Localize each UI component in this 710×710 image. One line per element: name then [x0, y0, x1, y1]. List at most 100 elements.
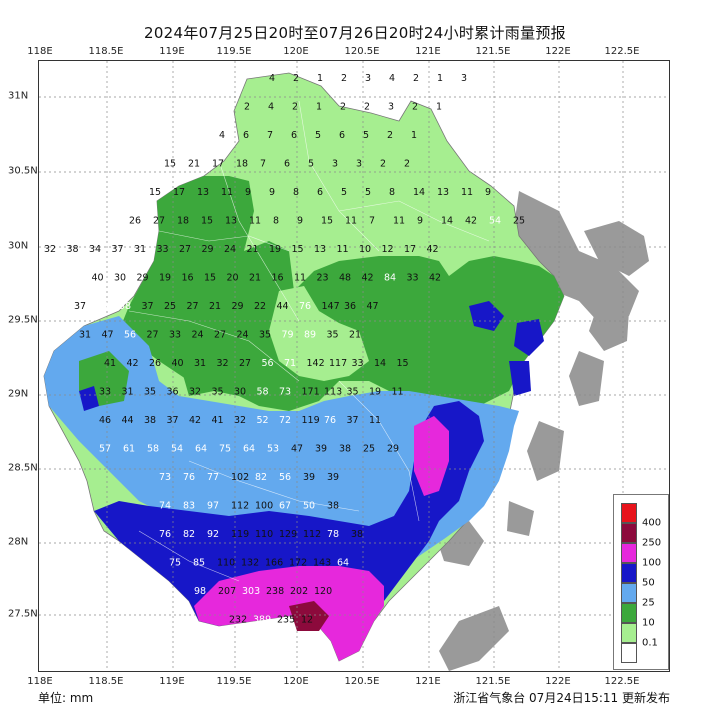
station-value: 1 — [436, 102, 442, 113]
station-value: 76 — [324, 415, 336, 426]
lon-label-bottom: 119.5E — [216, 676, 252, 687]
station-value: 71 — [284, 358, 296, 369]
lat-label-left: 27.5N — [8, 608, 38, 620]
station-value: 12 — [301, 615, 313, 626]
station-value: 32 — [234, 415, 246, 426]
station-value: 54 — [171, 444, 183, 455]
station-value: 64 — [195, 444, 207, 455]
station-value: 58 — [257, 387, 269, 398]
legend-label: 250 — [642, 537, 662, 549]
legend-label: 0.1 — [642, 637, 658, 649]
lon-label-bottom: 118E — [27, 676, 53, 687]
station-value: 31 — [194, 358, 206, 369]
station-value: 27 — [147, 330, 159, 341]
lon-label-top: 121.5E — [475, 46, 511, 57]
station-value: 33 — [169, 330, 181, 341]
station-values: 4 2 1 2 3 4 2 1 32 4 2 1 2 2 3 2 14 6 7 6 5 6 5 2 115 21 17 18 7 6 5 3 3… — [44, 73, 525, 626]
station-value: 171 — [302, 387, 320, 398]
station-value: 11 — [392, 387, 404, 398]
lon-label-bottom: 118.5E — [88, 676, 124, 687]
station-value: 20 — [227, 273, 239, 284]
station-value: 39 — [327, 472, 339, 483]
station-value: 29 — [137, 273, 149, 284]
station-value: 1 — [411, 130, 417, 141]
station-value: 31 — [122, 387, 134, 398]
station-value: 70 — [69, 273, 81, 284]
station-value: 38 — [351, 529, 363, 540]
station-value: 32 — [189, 387, 201, 398]
station-value: 6 — [317, 187, 323, 198]
legend-label: 100 — [642, 557, 662, 569]
station-value: 47 — [367, 301, 379, 312]
station-value: 132 — [241, 558, 259, 569]
lat-label-left: 28.5N — [8, 462, 38, 474]
station-value: 54 — [489, 216, 501, 227]
station-value: 9 — [417, 216, 423, 227]
station-value: 2 — [244, 102, 250, 113]
station-value: 102 — [231, 472, 249, 483]
legend-label: 25 — [642, 597, 655, 609]
station-value: 3 — [365, 73, 371, 84]
station-value: 46 — [99, 415, 111, 426]
station-value: 38 — [144, 415, 156, 426]
station-value: 56 — [124, 330, 136, 341]
station-value: 112 — [231, 501, 249, 512]
station-value: 18 — [177, 216, 189, 227]
station-value: 16 — [182, 273, 194, 284]
station-value: 5 — [308, 159, 314, 170]
lat-label-left: 30N — [8, 240, 29, 252]
station-value: 16 — [272, 273, 284, 284]
station-value: 3 — [332, 159, 338, 170]
station-value: 202 — [290, 586, 308, 597]
station-value: 41 — [104, 358, 116, 369]
station-value: 24 — [237, 330, 249, 341]
station-value: 56 — [279, 472, 291, 483]
rainfall-map[interactable]: 4 2 1 2 3 4 2 1 3 2 4 2 1 2 2 3 2 1 4 6 7 6 5 6 5 2 1 15 21 17 18 7 6 5 3 3… — [38, 60, 670, 672]
station-value: 52 — [257, 415, 269, 426]
lon-label-top: 118E — [27, 46, 53, 57]
station-value: 82 — [255, 472, 267, 483]
station-value: 40 — [172, 358, 184, 369]
station-value: 33 — [99, 387, 111, 398]
station-value: 35 — [212, 387, 224, 398]
station-value: 75 — [219, 444, 231, 455]
station-value: 7 — [369, 216, 375, 227]
station-value: 29 — [232, 301, 244, 312]
station-value: 42 — [189, 415, 201, 426]
station-value: 42 — [427, 244, 439, 255]
issuer-label: 浙江省气象台 07月24日15:11 更新发布 — [453, 691, 670, 705]
legend-label: 50 — [642, 577, 655, 589]
lon-label-top: 122.5E — [604, 46, 640, 57]
station-value: 2 — [413, 73, 419, 84]
station-value: 120 — [314, 586, 332, 597]
lon-label-bottom: 122.5E — [604, 676, 640, 687]
station-value: 83 — [183, 501, 195, 512]
station-value: 44 — [277, 301, 289, 312]
rain-areas — [43, 72, 565, 662]
station-value: 37 — [167, 415, 179, 426]
station-value: 42 — [465, 216, 477, 227]
station-value: 40 — [92, 273, 104, 284]
station-value: 117 — [329, 358, 347, 369]
station-value: 11 — [461, 187, 473, 198]
station-value: 11 — [337, 244, 349, 255]
station-value: 26 — [129, 216, 141, 227]
station-value: 97 — [207, 501, 219, 512]
station-value: 119 — [302, 415, 320, 426]
station-value: 44 — [122, 415, 134, 426]
station-value: 19 — [269, 244, 281, 255]
legend-label: 10 — [642, 617, 655, 629]
station-value: 235 — [277, 615, 295, 626]
station-value: 15 — [149, 187, 161, 198]
lon-label-bottom: 121E — [415, 676, 441, 687]
station-value: 11 — [393, 216, 405, 227]
station-value: 2 — [293, 73, 299, 84]
station-value: 33 — [352, 358, 364, 369]
station-value: 2 — [404, 159, 410, 170]
station-value: 27 — [153, 216, 165, 227]
station-value: 31 — [134, 244, 146, 255]
station-value: 11 — [345, 216, 357, 227]
station-value: 19 — [369, 387, 381, 398]
station-value: 57 — [99, 444, 111, 455]
station-value: 166 — [265, 558, 283, 569]
